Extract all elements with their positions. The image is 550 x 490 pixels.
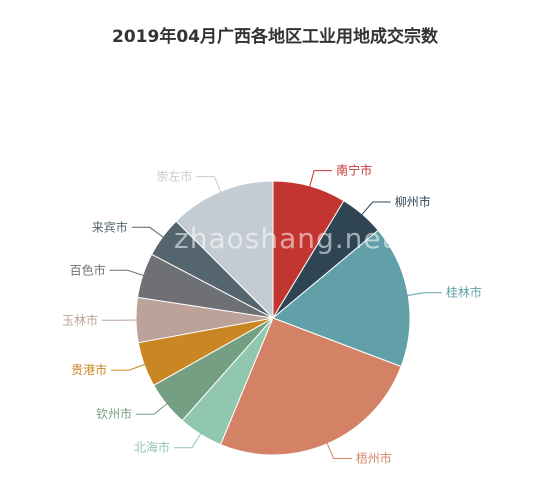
pie-leader-line-0 [308,170,333,189]
chart-title: 2019年04月广西各地区工业用地成交宗数 [112,27,438,47]
pie-label-2: 桂林市 [446,285,482,300]
pie-label-1: 柳州市 [395,194,431,209]
pie-leader-line-9 [131,226,165,239]
pie-label-0: 南宁市 [336,163,372,178]
pie-leader-line-4 [173,432,202,449]
watermark: zhaoshang.net [174,222,394,255]
pie-label-6: 贵港市 [71,362,107,377]
pie-leader-line-5 [136,402,169,415]
pie-leader-line-6 [111,363,147,371]
pie-label-5: 钦州市 [96,406,132,421]
pie-leader-line-1 [360,201,391,216]
pie-slices [135,180,411,456]
pie-label-9: 来宾市 [92,219,128,234]
pie-label-7: 玉林市 [62,312,98,327]
pie-label-3: 梧州市 [356,451,392,466]
pie-label-4: 北海市 [134,440,170,455]
pie-label-8: 百色市 [70,262,106,277]
pie-leader-line-3 [326,441,352,459]
pie-label-10: 崇左市 [156,169,192,184]
pie-leader-line-10 [196,176,222,194]
pie-leader-line-8 [109,269,145,277]
pie-leader-line-2 [406,292,442,297]
